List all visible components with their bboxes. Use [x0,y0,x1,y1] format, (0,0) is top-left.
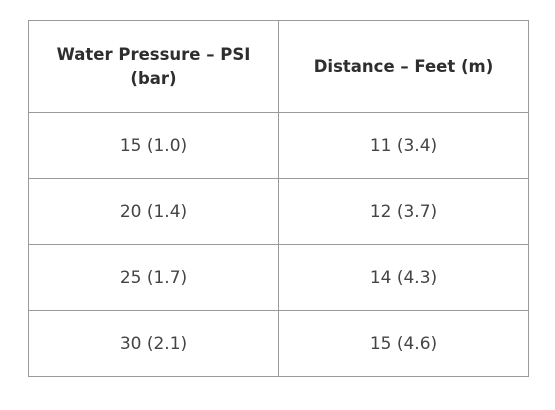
cell-water-pressure: 20 (1.4) [28,178,279,245]
cell-distance: 14 (4.3) [278,244,529,311]
table-row: 30 (2.1) 15 (4.6) [28,310,529,377]
table-row: 20 (1.4) 12 (3.7) [28,178,529,245]
header-distance: Distance – Feet (m) [278,20,529,113]
cell-water-pressure: 25 (1.7) [28,244,279,311]
cell-water-pressure: 15 (1.0) [28,112,279,179]
table-row: 15 (1.0) 11 (3.4) [28,112,529,179]
table-row: 25 (1.7) 14 (4.3) [28,244,529,311]
cell-distance: 11 (3.4) [278,112,529,179]
cell-distance: 15 (4.6) [278,310,529,377]
pressure-distance-table: Water Pressure – PSI (bar) Distance – Fe… [28,20,529,377]
cell-water-pressure: 30 (2.1) [28,310,279,377]
cell-distance: 12 (3.7) [278,178,529,245]
pressure-distance-table-container: Water Pressure – PSI (bar) Distance – Fe… [28,20,529,377]
header-water-pressure: Water Pressure – PSI (bar) [28,20,279,113]
table-header-row: Water Pressure – PSI (bar) Distance – Fe… [28,20,529,113]
